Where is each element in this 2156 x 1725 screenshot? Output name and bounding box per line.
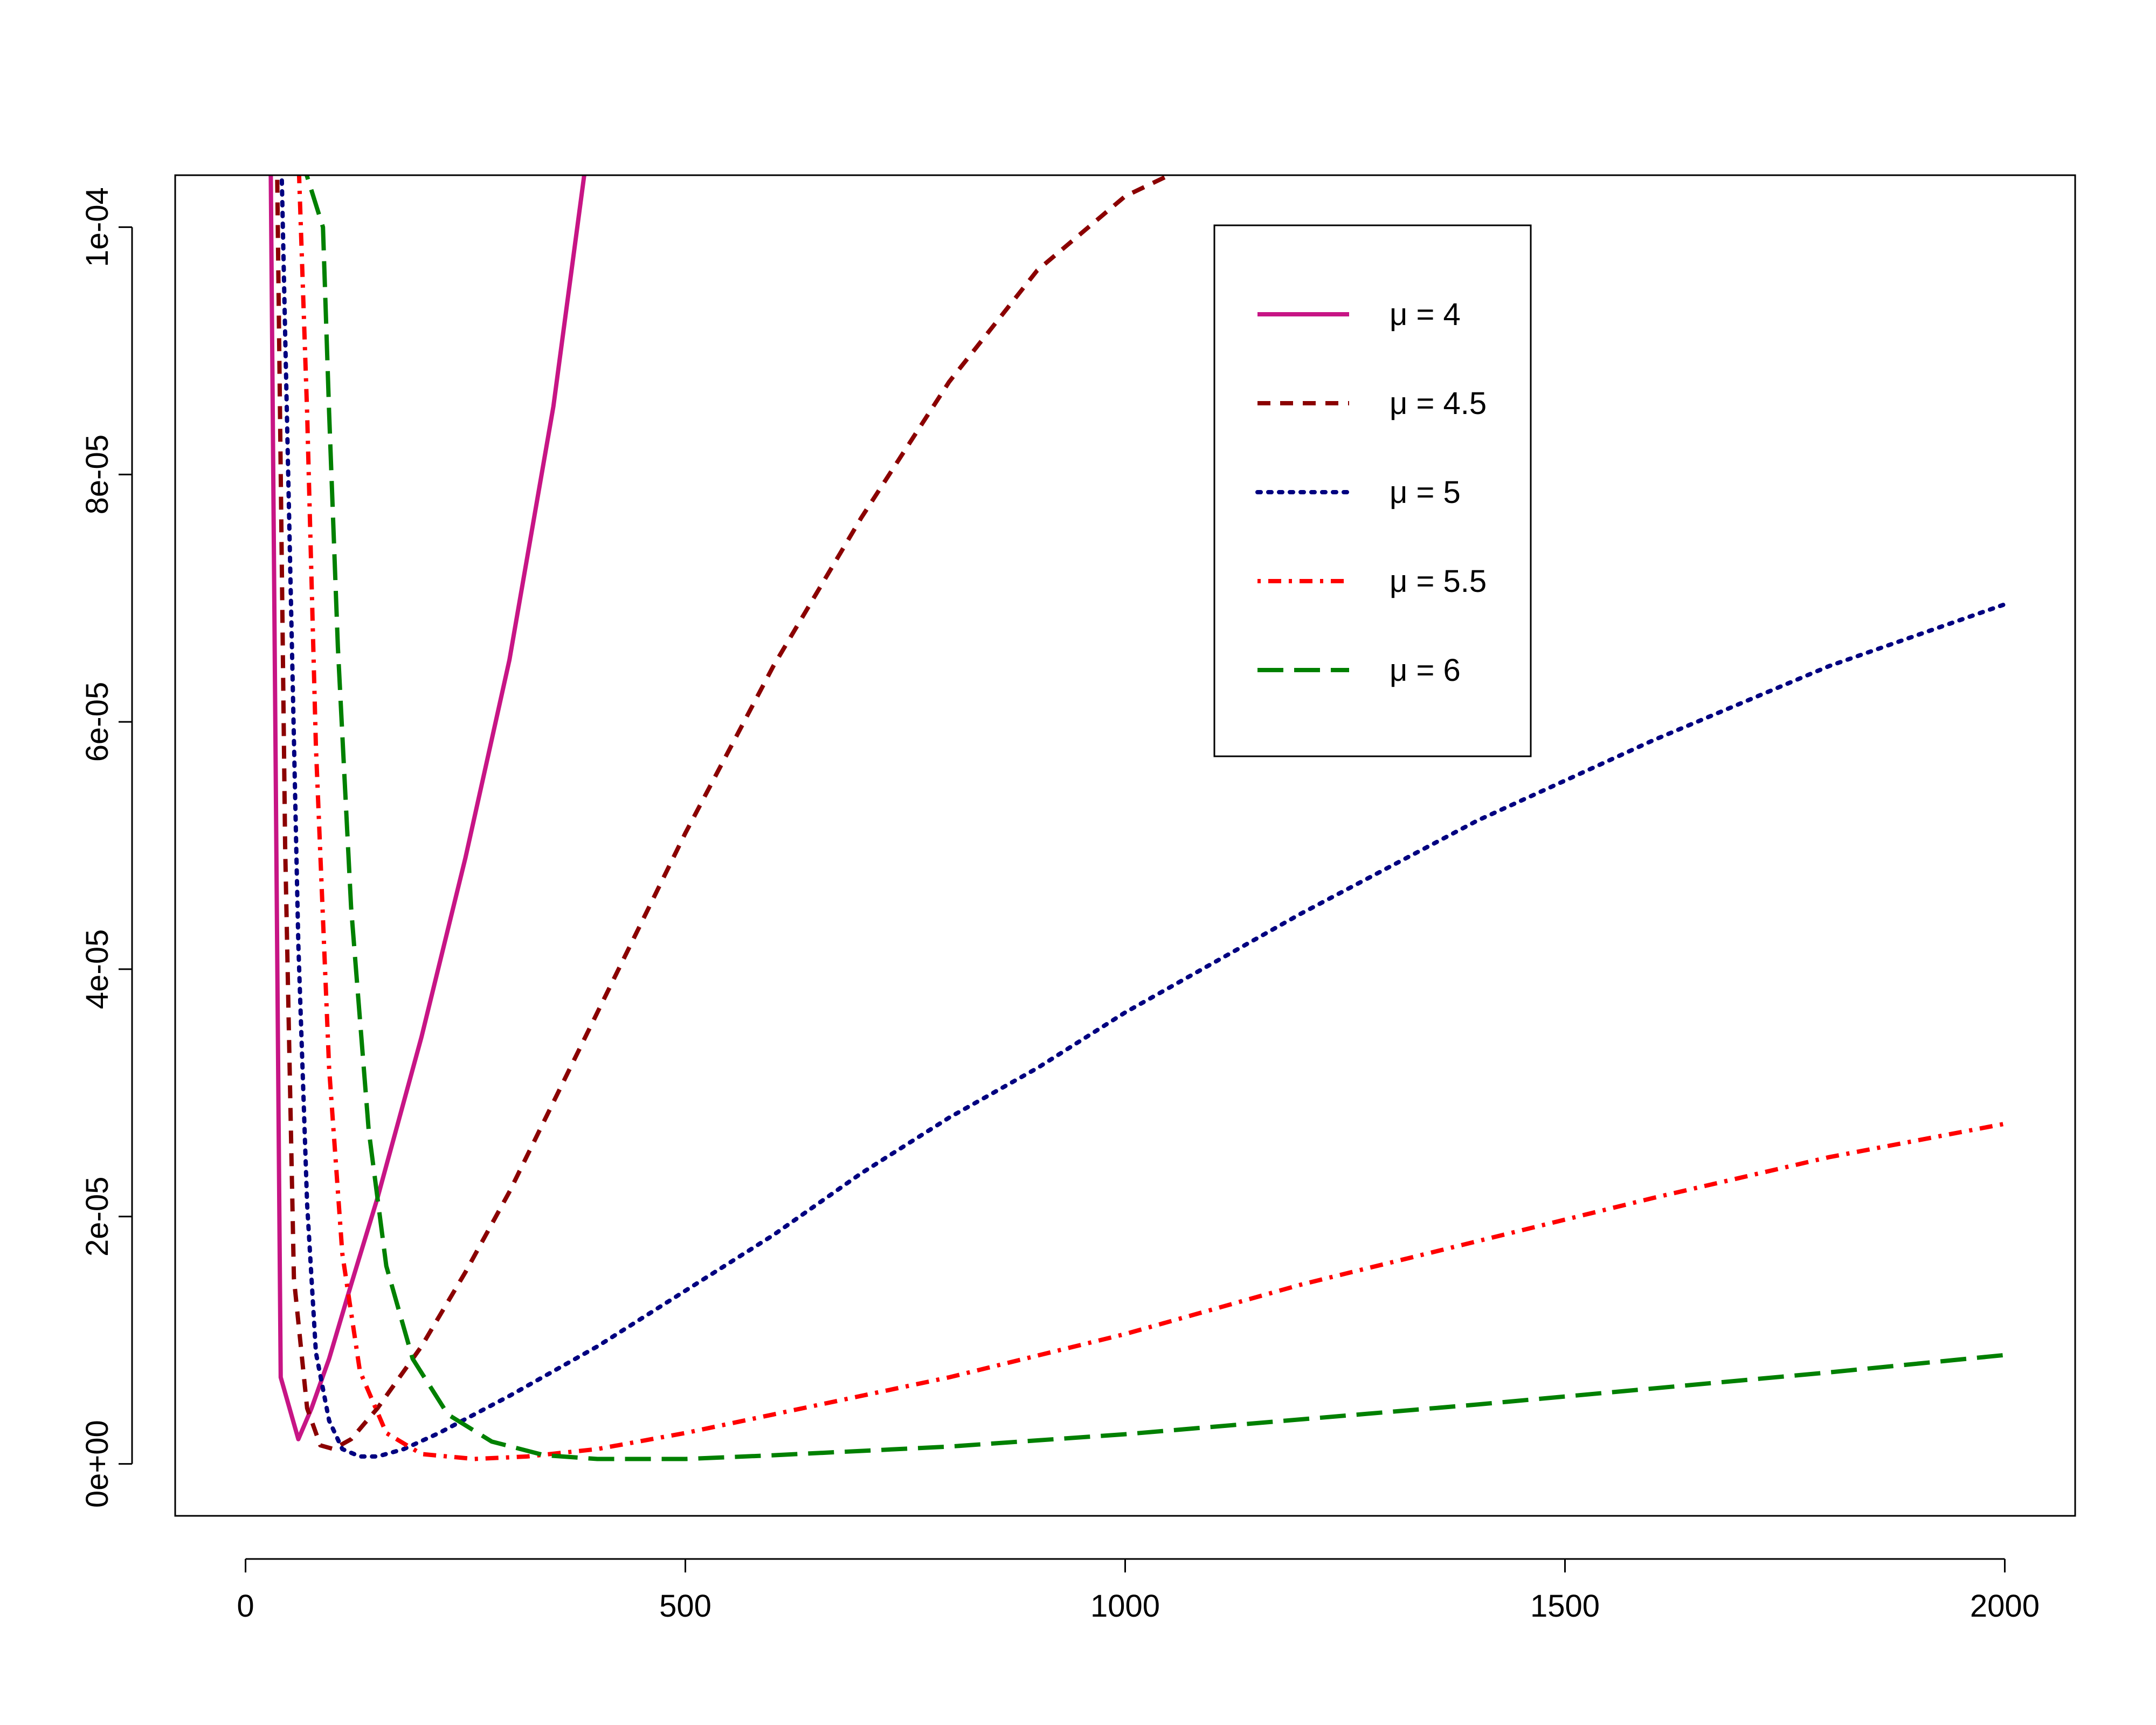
series-line-3 bbox=[279, 175, 2007, 1459]
legend-label: μ = 5 bbox=[1390, 475, 1461, 510]
legend-label: μ = 4 bbox=[1390, 297, 1461, 332]
series-line-5 bbox=[304, 175, 2005, 1461]
legend-label: μ = 5.5 bbox=[1390, 564, 1487, 599]
y-tick-label: 8e-05 bbox=[80, 434, 115, 514]
x-tick-label: 2000 bbox=[1970, 1589, 2040, 1624]
x-tick-label: 1500 bbox=[1530, 1589, 1600, 1624]
x-tick-label: 500 bbox=[659, 1589, 711, 1624]
x-tick-label: 1000 bbox=[1090, 1589, 1160, 1624]
y-axis: 0e+00 2e-05 4e-05 6e-05 8e-05 1e-04 bbox=[80, 187, 133, 1508]
y-tick-label: 6e-05 bbox=[80, 682, 115, 762]
legend: μ = 4 μ = 4.5 μ = 5 μ = 5.5 μ = 6 bbox=[1213, 224, 1532, 757]
legend-label: μ = 4.5 bbox=[1390, 386, 1487, 421]
y-tick-label: 4e-05 bbox=[80, 929, 115, 1009]
legend-label: μ = 6 bbox=[1390, 653, 1461, 688]
series-line-4 bbox=[296, 175, 2006, 1461]
series-line-2 bbox=[275, 175, 1170, 1452]
x-tick-label: 0 bbox=[237, 1589, 254, 1624]
x-axis: 0 500 1000 1500 2000 bbox=[237, 1558, 2040, 1624]
legend-box bbox=[1213, 224, 1532, 757]
plot-frame bbox=[174, 174, 2076, 1517]
series-line-1 bbox=[268, 175, 586, 1441]
y-tick-label: 2e-05 bbox=[80, 1177, 115, 1257]
y-tick-label: 0e+00 bbox=[80, 1420, 115, 1508]
y-tick-label: 1e-04 bbox=[80, 187, 115, 267]
series-layer bbox=[268, 175, 2007, 1461]
